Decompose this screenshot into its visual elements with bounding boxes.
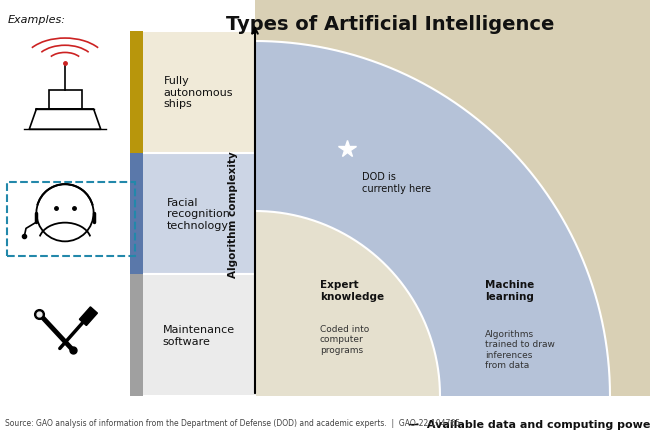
Bar	[130, 275, 143, 396]
Text: Fully
autonomous
ships: Fully autonomous ships	[164, 76, 233, 109]
Bar	[130, 32, 143, 153]
Bar	[130, 153, 255, 275]
Text: Machine
learning: Machine learning	[485, 279, 534, 301]
Text: DOD is
currently here: DOD is currently here	[362, 171, 431, 193]
Polygon shape	[255, 42, 610, 396]
Text: Facial
recognition
technology: Facial recognition technology	[167, 197, 230, 230]
Text: Expert
knowledge: Expert knowledge	[320, 279, 384, 301]
Text: Types of Artificial Intelligence: Types of Artificial Intelligence	[226, 15, 554, 34]
Polygon shape	[255, 211, 440, 396]
Text: Maintenance
software: Maintenance software	[162, 325, 235, 346]
Bar	[49, 90, 81, 110]
Polygon shape	[79, 307, 98, 326]
Text: Source: GAO analysis of information from the Department of Defense (DOD) and aca: Source: GAO analysis of information from…	[5, 418, 460, 427]
Polygon shape	[255, 0, 650, 396]
Bar	[130, 32, 255, 153]
Text: Algorithm complexity: Algorithm complexity	[228, 151, 238, 277]
Bar	[7, 182, 135, 257]
Text: Examples:: Examples:	[8, 15, 66, 25]
Text: —  Available data and computing power  →: — Available data and computing power →	[408, 419, 650, 429]
Bar	[130, 153, 143, 275]
Text: Algorithms
trained to draw
inferences
from data: Algorithms trained to draw inferences fr…	[485, 329, 555, 369]
Bar	[130, 275, 255, 396]
Text: Coded into
computer
programs: Coded into computer programs	[320, 324, 369, 354]
